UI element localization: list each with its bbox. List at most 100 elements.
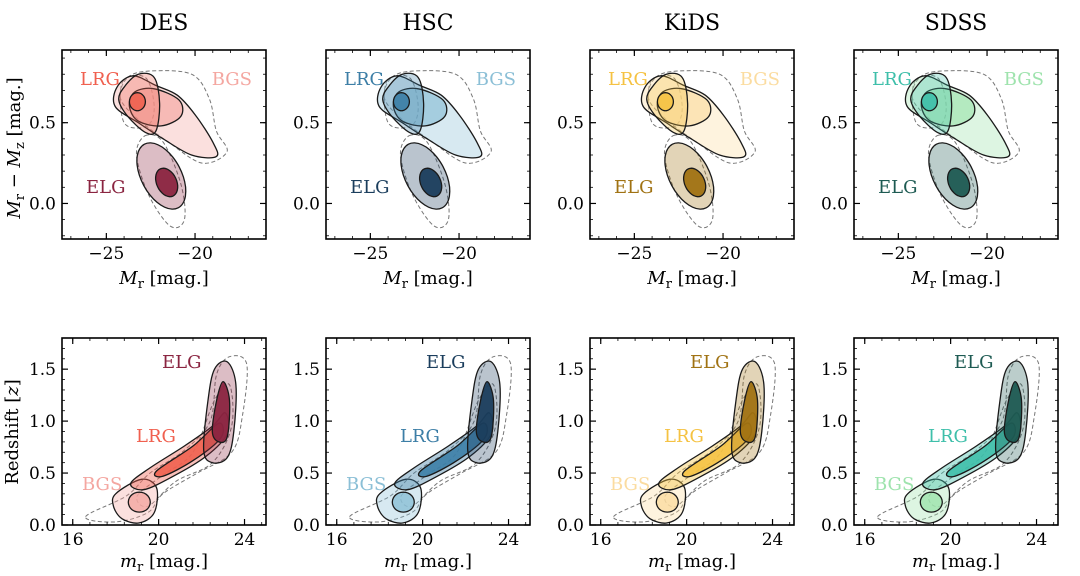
x-axis-label: mr [mag.] [648, 551, 736, 575]
lrg-1sigma-contour [656, 92, 675, 112]
elg-1sigma-contour [211, 380, 231, 444]
bottom-panel-sdss: ELG LRG BGS 16 20 24 0.0 0.5 1.0 1.5 mr [mag.] [821, 337, 1059, 575]
elg-1sigma-contour [475, 380, 495, 444]
x-tick-label: 16 [590, 530, 612, 550]
survey-title: KiDS [664, 11, 720, 36]
x-tick-label: −25 [352, 244, 388, 264]
y-tick-label: 0.5 [29, 114, 56, 134]
y-tick-label: 0.5 [821, 464, 848, 484]
x-tick-label: 24 [762, 530, 784, 550]
elg-label: ELG [954, 352, 993, 373]
y-tick-label: 1.5 [557, 360, 584, 380]
lrg-label: LRG [872, 69, 912, 90]
elg-1sigma-contour [418, 167, 443, 198]
x-tick-label: −20 [441, 244, 477, 264]
bgs-label: BGS [1004, 69, 1044, 90]
y-tick-label: 1.0 [293, 412, 320, 432]
bgs-label: BGS [346, 474, 386, 495]
y-tick-label: 0.0 [821, 194, 848, 214]
lrg-label: LRG [80, 69, 120, 90]
reference-contour-outer [613, 355, 776, 523]
top-des-frame [61, 49, 267, 240]
bgs-label: BGS [82, 474, 122, 495]
y-tick-label: 1.0 [29, 412, 56, 432]
y-axis-label-text: Mr − Mz [mag.] [4, 77, 28, 219]
bottom-y-axis-label: Redshift [z] [2, 379, 23, 484]
x-tick-label: 20 [940, 530, 962, 550]
x-axis-label: Mr [mag.] [382, 268, 472, 292]
survey-title: HSC [402, 11, 453, 36]
y-axis-label-text: Redshift [z] [2, 379, 23, 484]
y-tick-label: 0.0 [29, 516, 56, 536]
x-tick-label: 16 [854, 530, 876, 550]
y-tick-label: 0.5 [293, 114, 320, 134]
bgs-1sigma-contour [391, 491, 415, 513]
x-tick-label: 20 [148, 530, 170, 550]
top-panel-des: DES LRG BGS ELG −25 −20 0.0 0.5 Mr [mag.] [29, 11, 267, 292]
top-panel-sdss: SDSS LRG BGS ELG −25 −20 0.0 0.5 Mr [mag.] [821, 11, 1059, 292]
reference-contour-outer [85, 355, 248, 523]
x-tick-label: 24 [498, 530, 520, 550]
x-tick-label: −25 [88, 244, 124, 264]
y-tick-label: 0.0 [557, 516, 584, 536]
reference-contour-inner [928, 383, 1026, 508]
x-axis-label: mr [mag.] [384, 551, 472, 575]
reference-contour-inner [400, 383, 498, 508]
x-tick-label: −20 [705, 244, 741, 264]
lrg-label: LRG [664, 426, 704, 447]
elg-1sigma-contour [946, 167, 971, 198]
lrg-label: LRG [608, 69, 648, 90]
bgs-label: BGS [874, 474, 914, 495]
top-panel-kids: KiDS LRG BGS ELG −25 −20 0.0 0.5 Mr [mag.] [557, 11, 795, 292]
y-tick-label: 1.0 [557, 412, 584, 432]
x-tick-label: −20 [177, 244, 213, 264]
x-axis-label: Mr [mag.] [118, 268, 208, 292]
elg-label: ELG [878, 177, 917, 198]
top-hsc-frame [325, 49, 531, 240]
y-tick-label: 1.5 [29, 360, 56, 380]
survey-title: DES [140, 11, 189, 36]
elg-label: ELG [426, 352, 465, 373]
x-axis-label: mr [mag.] [120, 551, 208, 575]
bgs-1sigma-contour [655, 491, 679, 513]
top-y-axis-label: Mr − Mz [mag.] [4, 77, 28, 219]
bgs-label: BGS [476, 69, 516, 90]
elg-label: ELG [690, 352, 729, 373]
y-tick-label: 0.5 [557, 464, 584, 484]
y-tick-label: 1.0 [821, 412, 848, 432]
elg-1sigma-contour [682, 167, 707, 198]
lrg-label: LRG [344, 69, 384, 90]
x-tick-label: 24 [1026, 530, 1048, 550]
bottom-panel-des: ELG LRG BGS 16 20 24 0.0 0.5 1.0 1.5 mr [mag.] [29, 337, 267, 575]
elg-label: ELG [614, 177, 653, 198]
y-tick-label: 0.0 [293, 516, 320, 536]
lrg-1sigma-contour [128, 92, 147, 112]
bgs-label: BGS [740, 69, 780, 90]
y-tick-label: 1.5 [821, 360, 848, 380]
bottom-panel-hsc: ELG LRG BGS 16 20 24 0.0 0.5 1.0 1.5 mr [mag.] [293, 337, 531, 575]
y-tick-label: 0.0 [821, 516, 848, 536]
x-axis-label: Mr [mag.] [646, 268, 736, 292]
survey-title: SDSS [925, 11, 987, 36]
x-tick-label: −25 [880, 244, 916, 264]
x-tick-label: 20 [412, 530, 434, 550]
y-tick-label: 0.5 [821, 114, 848, 134]
bottom-panel-kids: ELG LRG BGS 16 20 24 0.0 0.5 1.0 1.5 mr [mag.] [557, 337, 795, 575]
elg-label: ELG [350, 177, 389, 198]
x-tick-label: −25 [616, 244, 652, 264]
x-axis-label: Mr [mag.] [910, 268, 1000, 292]
x-axis-label: mr [mag.] [912, 551, 1000, 575]
elg-1sigma-contour [154, 167, 179, 198]
x-tick-label: 20 [676, 530, 698, 550]
reference-contour-outer [877, 355, 1040, 523]
y-tick-label: 0.0 [293, 194, 320, 214]
lrg-1sigma-contour [392, 92, 411, 112]
x-tick-label: 24 [234, 530, 256, 550]
elg-label: ELG [86, 177, 125, 198]
lrg-label: LRG [928, 426, 968, 447]
y-tick-label: 0.5 [557, 114, 584, 134]
reference-contour-inner [664, 383, 762, 508]
y-tick-label: 0.5 [293, 464, 320, 484]
top-panel-hsc: HSC LRG BGS ELG −25 −20 0.0 0.5 Mr [mag.] [293, 11, 531, 292]
